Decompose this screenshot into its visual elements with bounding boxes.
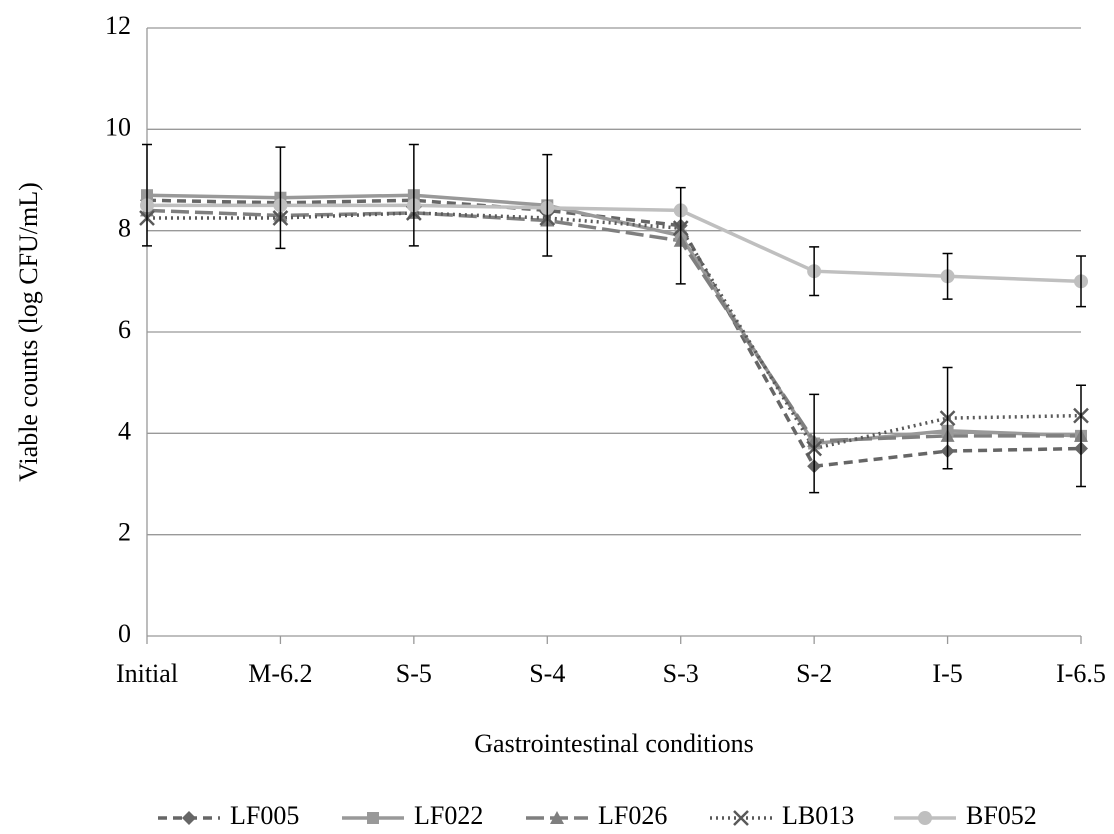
legend-marker <box>367 812 379 824</box>
y-tick-label: 6 <box>118 315 131 344</box>
x-tick-label: S-2 <box>796 659 832 688</box>
legend-marker <box>918 811 932 825</box>
x-tick-label: Initial <box>116 659 178 688</box>
y-tick-label: 10 <box>105 112 131 141</box>
y-tick-label: 0 <box>118 619 131 648</box>
legend-label: BF052 <box>966 801 1037 830</box>
legend-label: LF005 <box>230 801 299 830</box>
error-bar <box>142 143 152 247</box>
legend-label: LF022 <box>414 801 483 830</box>
y-tick-label: 4 <box>118 416 131 445</box>
legend-marker <box>182 811 196 825</box>
legend-marker <box>550 811 564 824</box>
error-bar <box>675 186 686 285</box>
y-tick-label: 2 <box>118 518 131 547</box>
error-bar <box>942 366 953 470</box>
error-bar <box>1076 384 1086 488</box>
x-tick-label: I-6.5 <box>1056 659 1106 688</box>
error-bar <box>809 393 820 494</box>
error-bar <box>408 143 419 247</box>
x-tick-label: S-5 <box>396 659 432 688</box>
error-bar <box>542 153 553 257</box>
legend-label: LF026 <box>598 801 667 830</box>
y-tick-label: 12 <box>105 11 131 40</box>
series-line <box>147 203 1082 284</box>
x-tick-label: S-3 <box>663 659 699 688</box>
error-bar <box>275 146 286 250</box>
series-line <box>146 193 1082 446</box>
series-line <box>146 208 1081 443</box>
legend-label: LB013 <box>782 801 854 830</box>
error-bar <box>942 252 953 300</box>
x-tick-label: I-5 <box>932 659 962 688</box>
x-tick-label: S-4 <box>529 659 565 688</box>
error-bar <box>1076 255 1086 308</box>
series-line <box>146 198 1082 469</box>
x-axis-label: Gastrointestinal conditions <box>474 729 753 758</box>
x-tick-label: M-6.2 <box>248 659 312 688</box>
y-tick-label: 8 <box>118 214 131 243</box>
legend-marker <box>733 810 749 826</box>
error-bar <box>809 246 820 297</box>
y-axis-label: Viable counts (log CFU/mL) <box>14 182 43 482</box>
